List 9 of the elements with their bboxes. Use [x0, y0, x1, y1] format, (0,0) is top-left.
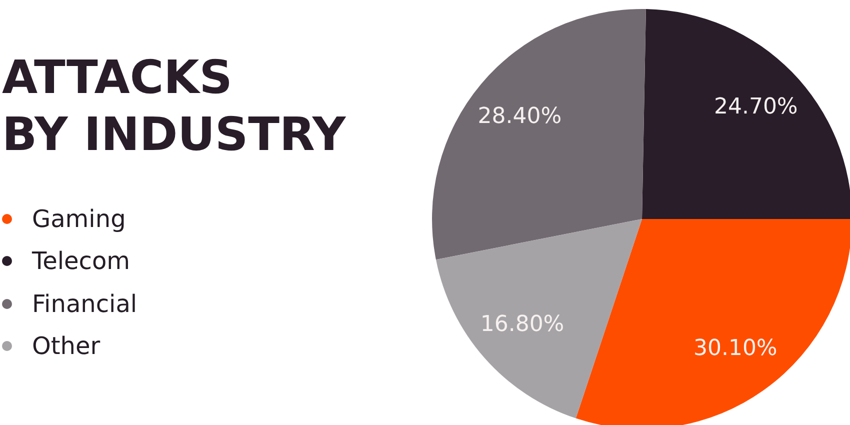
data-label: 24.70% [714, 94, 798, 120]
legend-label: Telecom [32, 247, 130, 276]
legend-label: Other [32, 332, 100, 360]
data-label: 16.80% [480, 312, 564, 338]
data-label: 30.10% [693, 336, 778, 361]
legend-label: Financial [32, 290, 138, 318]
legend-label: Gaming [32, 205, 126, 234]
text: ATTACKS BY INDUSTRY [2, 49, 346, 163]
data-label: 28.40% [478, 104, 562, 129]
